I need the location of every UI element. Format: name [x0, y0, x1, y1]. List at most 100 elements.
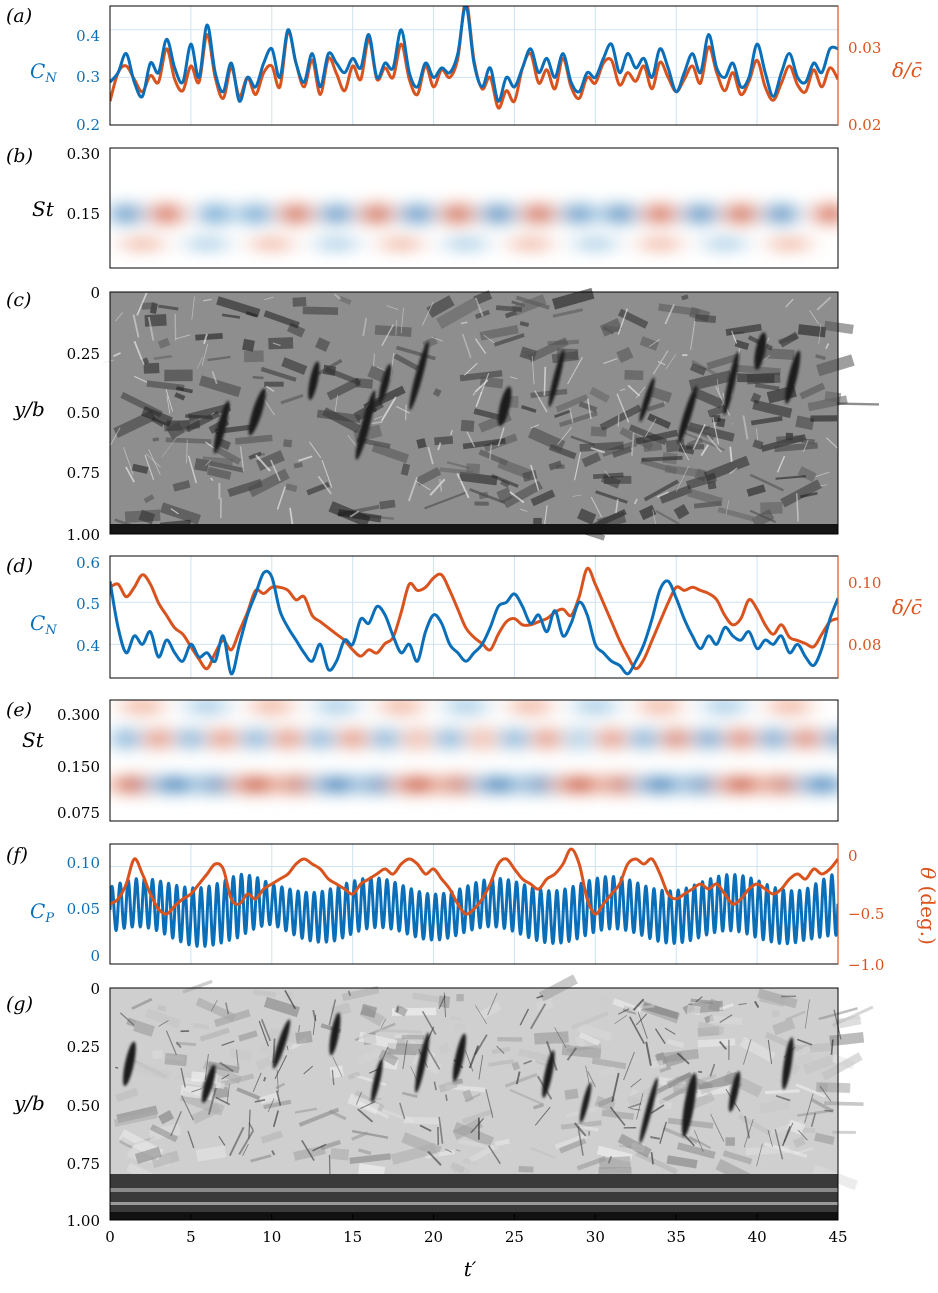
- texture-line: [114, 312, 124, 322]
- texture-patch: [283, 990, 295, 1002]
- texture-patch: [347, 1071, 361, 1080]
- heatmap-cell: [253, 700, 291, 715]
- heatmap-e: [110, 700, 838, 799]
- texture-line: [248, 1122, 254, 1131]
- texture-line: [474, 1034, 488, 1056]
- heatmap-cell: [641, 237, 679, 251]
- panel-label-f: (f): [6, 844, 28, 866]
- texture-patch: [577, 1022, 613, 1042]
- texture-patch: [687, 437, 704, 449]
- texture-line: [238, 1129, 255, 1155]
- texture-patch: [635, 429, 678, 445]
- texture-patch: [157, 337, 171, 349]
- texture-patch: [530, 388, 568, 399]
- texture-patch: [280, 393, 304, 405]
- texture-line: [644, 418, 657, 438]
- texture-patch: [403, 1116, 442, 1125]
- texture-patch: [570, 435, 596, 447]
- panel-label-e: (e): [6, 699, 32, 721]
- vortex-streak: [213, 400, 230, 454]
- texture-patch: [818, 1083, 828, 1092]
- heatmap-cell: [447, 237, 485, 251]
- texture-patch: [446, 461, 471, 470]
- heatmap-cell: [150, 730, 167, 747]
- texture-line: [427, 1150, 442, 1166]
- texture-line: [767, 1129, 773, 1147]
- texture-line: [113, 352, 121, 358]
- ytick-g-0.75: 0.75: [67, 1155, 100, 1173]
- texture-patch: [479, 324, 519, 341]
- texture-patch: [707, 404, 728, 418]
- texture-line: [236, 1049, 239, 1067]
- panel-label-c: (c): [6, 289, 31, 311]
- heatmap-cell: [736, 734, 746, 744]
- texture-line: [607, 1155, 613, 1164]
- texture-line: [266, 385, 275, 392]
- texture-patch: [478, 1001, 502, 1021]
- vortex-streak: [497, 386, 512, 427]
- texture-line: [590, 496, 603, 518]
- texture-line: [421, 301, 434, 326]
- texture-line: [645, 1041, 652, 1066]
- texture-line: [158, 1020, 169, 1027]
- texture-line: [611, 1072, 620, 1103]
- heatmap-cell: [373, 211, 381, 217]
- texture-line: [187, 1130, 195, 1149]
- texture-line: [585, 1065, 590, 1085]
- texture-patch: [360, 1003, 378, 1019]
- texture-patch: [752, 439, 764, 450]
- texture-patch: [504, 1072, 538, 1088]
- texture-patch: [665, 438, 686, 453]
- vortex-streak: [728, 1071, 741, 1112]
- texture-patch: [556, 464, 565, 470]
- texture-patch: [754, 382, 780, 391]
- texture-line: [381, 324, 394, 347]
- texture-patch: [639, 336, 659, 351]
- texture-line: [664, 1027, 676, 1035]
- texture-patch: [707, 998, 722, 1013]
- texture-line: [258, 1020, 269, 1047]
- texture-line: [312, 1014, 317, 1035]
- texture-line: [211, 999, 218, 1012]
- texture-patch: [144, 1008, 181, 1029]
- vortex-streak: [201, 1064, 216, 1103]
- flow-features-c: [102, 287, 879, 541]
- heatmap-cell: [119, 209, 133, 219]
- texture-patch: [494, 1138, 510, 1147]
- heatmap-cell: [344, 730, 361, 747]
- texture-line: [242, 1143, 249, 1156]
- texture-patch: [749, 509, 777, 524]
- texture-line: [404, 404, 407, 421]
- texture-patch: [229, 1047, 253, 1062]
- texture-line: [312, 1143, 327, 1152]
- texture-patch: [389, 1081, 406, 1093]
- texture-line: [637, 1011, 648, 1039]
- heatmap-cell: [247, 730, 264, 747]
- ylabel-e: St: [22, 728, 45, 752]
- texture-patch: [722, 1150, 753, 1165]
- texture-patch: [328, 1109, 347, 1121]
- texture-line: [460, 321, 468, 325]
- texture-patch: [456, 994, 464, 1002]
- texture-patch: [164, 1053, 188, 1067]
- heatmap-cell: [454, 211, 462, 217]
- texture-line: [271, 1150, 276, 1156]
- y2label-a: δ/c̄: [892, 58, 922, 82]
- texture-patch: [367, 365, 387, 383]
- heatmap-cell: [770, 237, 809, 251]
- heatmap-cell: [538, 730, 555, 747]
- texture-patch: [595, 490, 628, 504]
- texture-patch: [315, 337, 331, 352]
- texture-patch: [202, 456, 233, 467]
- texture-patch: [452, 1121, 495, 1148]
- texture-line: [274, 1055, 288, 1080]
- texture-line: [334, 394, 338, 412]
- texture-patch: [130, 1061, 172, 1081]
- texture-patch: [552, 287, 595, 310]
- texture-line: [395, 320, 398, 336]
- texture-line: [431, 336, 444, 342]
- texture-line: [456, 473, 470, 499]
- ytick-d-0.6: 0.6: [76, 554, 100, 572]
- texture-patch: [772, 1010, 780, 1018]
